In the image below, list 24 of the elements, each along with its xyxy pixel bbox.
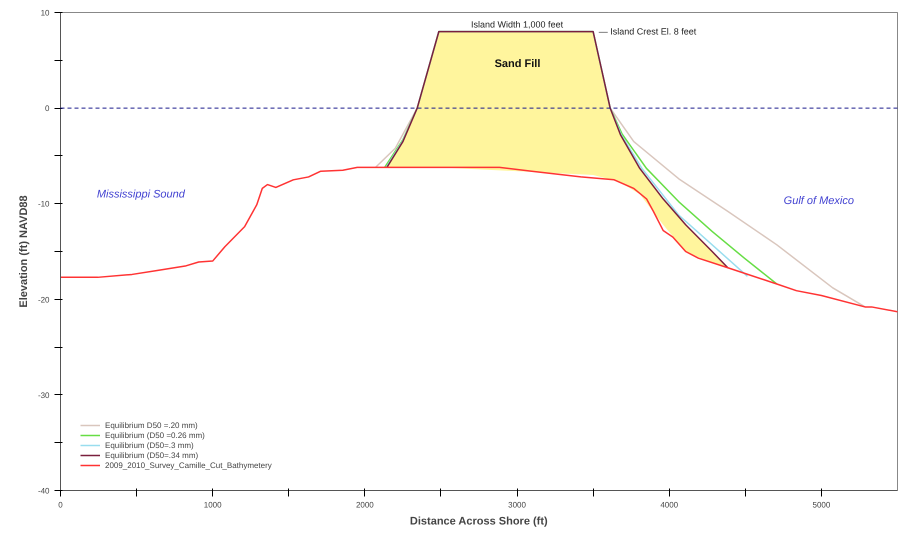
legend-label: Equilibrium (D50=.34 mm) bbox=[105, 450, 198, 460]
y-tick-label: -20 bbox=[38, 295, 50, 304]
x-tick-label: 3000 bbox=[508, 500, 526, 510]
legend-label: 2009_2010_Survey_Camille_Cut_Bathymetery bbox=[105, 460, 272, 470]
x-tick-label: 2000 bbox=[356, 500, 374, 510]
x-tick-label: 5000 bbox=[812, 500, 831, 510]
annotation: Mississippi Sound bbox=[96, 188, 186, 201]
legend-label: Equilibrium (D50 =0.26 mm) bbox=[105, 430, 205, 440]
x-axis-title: Distance Across Shore (ft) bbox=[410, 516, 548, 528]
y-tick-label: 0 bbox=[45, 104, 50, 114]
legend-label: Equilibrium D50 =.20 mm) bbox=[105, 420, 198, 430]
y-tick-label: -40 bbox=[38, 486, 50, 496]
x-tick-label: 4000 bbox=[660, 500, 679, 510]
legend-label: Equilibrium (D50=.3 mm) bbox=[105, 440, 194, 450]
y-tick-label: 10 bbox=[40, 8, 50, 18]
y-tick-label: -30 bbox=[38, 390, 50, 400]
annotation: — Island Crest El. 8 feet bbox=[598, 26, 697, 37]
x-tick-label: 0 bbox=[58, 500, 64, 510]
annotation: Sand Fill bbox=[494, 58, 540, 70]
y-axis-title: Elevation (ft) NAVD88 bbox=[18, 195, 30, 308]
x-tick-label: 1000 bbox=[204, 500, 222, 510]
annotation: Island Width 1,000 feet bbox=[471, 20, 564, 30]
annotation: Gulf of Mexico bbox=[784, 194, 854, 207]
y-tick-label: -10 bbox=[38, 200, 50, 209]
